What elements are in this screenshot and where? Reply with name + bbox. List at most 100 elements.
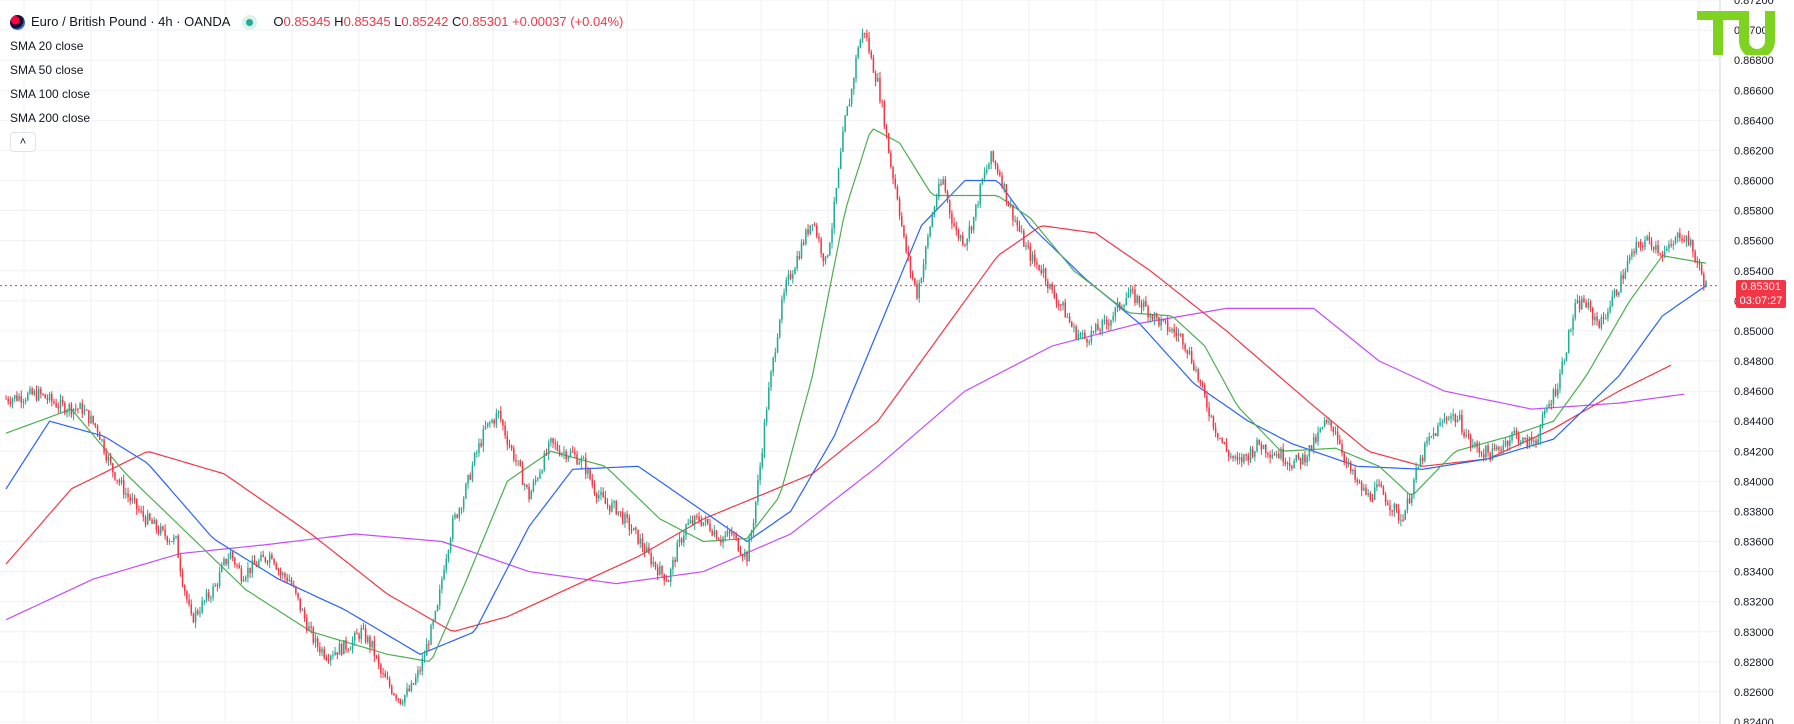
candle-body [1090,331,1093,342]
candle-body [1703,274,1705,287]
candle-body [401,702,404,704]
candle-body [1369,493,1372,500]
candle-body [231,551,234,559]
candle-body [295,586,297,593]
collapse-legend-button[interactable]: ˄ [10,132,36,152]
candle-body [1140,303,1143,308]
candle-body [796,256,798,269]
candle-body [9,401,12,404]
y-tick-label: 0.86800 [1734,55,1774,67]
candle-body [920,278,923,283]
candle-body [1171,328,1173,331]
y-tick-label: 0.84800 [1734,356,1774,368]
candle-body [1347,462,1350,464]
symbol-title[interactable]: Euro / British Pound · 4h · OANDA [31,14,231,29]
candle-body [1302,454,1304,465]
candle-body [556,444,559,451]
candle-body [1434,433,1437,437]
candle-body [1395,503,1398,509]
candle-body [731,532,733,535]
indicator-sma200[interactable]: SMA 200 close [10,111,91,125]
candle-body [122,480,125,495]
candle-body [1254,451,1256,457]
candle-body [1591,308,1594,321]
candle-body [1646,236,1648,241]
candle-body [116,479,118,481]
candle-body [1062,302,1064,306]
indicator-sma100[interactable]: SMA 100 close [10,87,91,101]
candle-body [571,451,574,453]
candle-body [149,513,151,520]
y-tick-label: 0.86400 [1734,115,1774,127]
candle-body [877,77,879,82]
candle-body [1084,333,1086,339]
candle-body [783,292,785,300]
candle-body [27,393,29,401]
candle-body [1400,519,1402,521]
candle-body [534,479,537,482]
candle-body [883,101,886,128]
candle-body [1472,444,1474,447]
candle-body [964,244,966,246]
candle-body [323,648,325,658]
candle-body [680,538,683,543]
chart-legend: Euro / British Pound · 4h · OANDA O0.853… [10,10,623,152]
candle-body [203,600,206,602]
candle-body [1524,437,1526,439]
sma50-line [5,179,1707,655]
candle-body [709,523,711,531]
candle-body [452,518,454,539]
candle-body [159,526,162,534]
candle-body [715,530,718,539]
candle-body [207,592,210,598]
candle-body [1007,201,1010,207]
candle-body [541,470,543,473]
close-value: 0.85301 [461,14,509,29]
candle-body [227,559,230,565]
candle-body [1424,443,1426,461]
candle-body [140,510,142,512]
candle-body [1306,456,1308,463]
candle-body [175,536,177,538]
candle-body [739,550,742,556]
candle-body [221,564,223,572]
candle-body [720,540,722,543]
candle-body [523,484,526,486]
candle-body [510,445,513,449]
candle-body [55,403,57,408]
candle-body [308,626,310,631]
candle-body [1557,388,1559,396]
candle-body [1371,499,1374,501]
candle-body [1188,350,1191,354]
candle-body [240,568,243,582]
candle-body [1066,316,1069,318]
candle-body [1609,306,1611,312]
indicator-sma20[interactable]: SMA 20 close [10,39,84,53]
candle-body [1482,454,1485,458]
candle-body [107,456,110,461]
candle-body [109,456,112,464]
candle-body [192,613,195,623]
candle-body [898,199,901,216]
chevron-up-icon: ˄ [19,136,27,148]
candle-body [637,529,639,544]
candle-body [1358,481,1361,483]
candle-body [1339,439,1341,445]
candle-body [1271,454,1274,458]
candle-body [839,151,842,169]
candle-body [652,561,655,565]
candle-body [988,164,990,170]
candle-body [1657,245,1659,253]
candle-body [1598,320,1600,328]
candle-body [687,523,689,525]
candle-body [724,535,726,538]
candle-body [395,695,397,699]
candle-body [1212,415,1215,428]
candle-body [1397,508,1400,521]
candle-body [18,395,20,401]
indicator-sma50[interactable]: SMA 50 close [10,63,84,77]
candle-body [881,101,883,103]
candle-body [624,513,626,524]
